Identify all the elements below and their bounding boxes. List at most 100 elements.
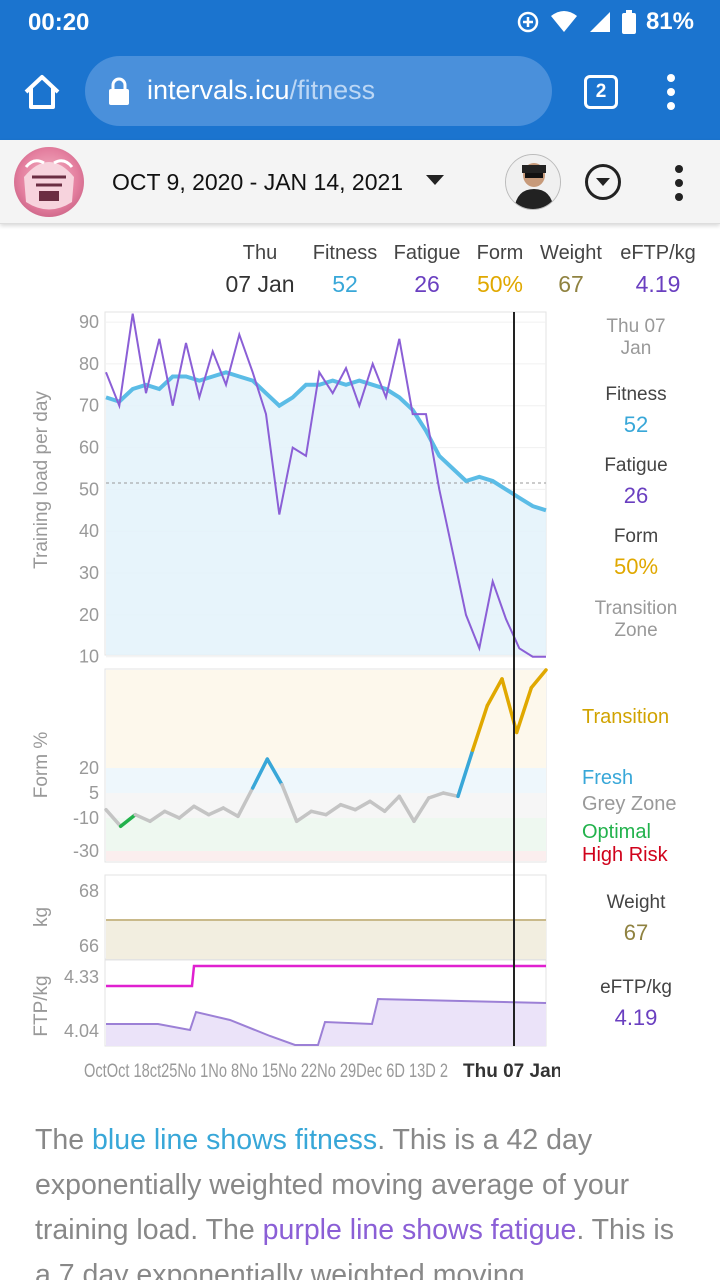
summary-fatigue-label: Fatigue bbox=[393, 242, 461, 264]
form-line-segment bbox=[412, 796, 431, 824]
form-line-segment bbox=[309, 809, 328, 817]
summary-fitness-value: 52 bbox=[332, 271, 358, 297]
form-line-segment bbox=[368, 799, 387, 814]
form-tick: 20 bbox=[79, 758, 99, 778]
form-tick: -30 bbox=[73, 841, 99, 861]
battery-percent: 81% bbox=[645, 8, 694, 35]
form-line-segment bbox=[397, 794, 416, 824]
summary-eftp-value: 4.19 bbox=[635, 271, 681, 297]
side-form-value: 50% bbox=[613, 554, 659, 579]
optimal-zone-band bbox=[106, 818, 546, 851]
summary-date-value: 07 Jan bbox=[225, 271, 295, 297]
signal-icon bbox=[589, 12, 610, 32]
zone-high-risk-label: High Risk bbox=[582, 844, 668, 866]
side-date-line2: Jan bbox=[620, 338, 652, 359]
x-axis: OctOct 18ct25No 1No 8No 15No 22No 29Dec … bbox=[84, 1061, 560, 1082]
fitness-description: The blue line shows fitness. This is a 4… bbox=[35, 1118, 685, 1280]
side-weight: Weight 67 bbox=[556, 892, 716, 946]
side-eftp-label: eFTP/kg bbox=[600, 977, 672, 998]
form-line-segment bbox=[118, 812, 138, 829]
zone-optimal-label: Optimal bbox=[582, 821, 651, 843]
form-y-ticks: 20 5 -10 -30 68 66 4.33 4.04 bbox=[64, 758, 99, 1041]
zone-transition-label: Transition bbox=[582, 706, 670, 728]
fitness-chart[interactable]: 90 80 70 60 50 40 30 20 10 20 5 -10 -30 68 66 4.… bbox=[0, 300, 560, 1090]
side-eftp: eFTP/kg 4.19 bbox=[556, 977, 716, 1031]
form-line-segment bbox=[353, 799, 372, 812]
side-fitness-label: Fitness bbox=[605, 384, 667, 405]
fitness-y-tick: 20 bbox=[79, 605, 99, 625]
side-form-label: Form bbox=[613, 526, 659, 547]
form-line-segment bbox=[192, 804, 211, 817]
side-fitness: Fitness 52 bbox=[556, 384, 716, 438]
summary-form: Form 50% bbox=[470, 242, 530, 298]
x-axis-ticks: OctOct 18ct25No 1No 8No 15No 22No 29Dec … bbox=[84, 1061, 448, 1082]
browser-menu-icon[interactable] bbox=[662, 72, 680, 112]
side-date-line1: Thu 07 bbox=[606, 316, 666, 337]
side-fitness-value: 52 bbox=[623, 412, 649, 437]
chevron-down-icon[interactable] bbox=[426, 175, 444, 185]
desc-text: . This is a 7 day exponentially weighted… bbox=[35, 1214, 674, 1280]
fitness-y-tick: 10 bbox=[79, 647, 99, 667]
wifi-icon bbox=[550, 11, 577, 32]
eftp-tick: 4.04 bbox=[64, 1021, 99, 1041]
form-line-segment bbox=[133, 812, 152, 824]
desc-fitness-highlight: blue line shows fitness bbox=[92, 1124, 378, 1156]
more-options-icon[interactable] bbox=[671, 164, 687, 202]
fresh-zone-band bbox=[106, 768, 546, 793]
user-profile-picture[interactable] bbox=[505, 154, 561, 210]
form-line-segment bbox=[485, 677, 504, 708]
form-line-segment bbox=[456, 748, 475, 799]
fitness-y-axis-title: Training load per day bbox=[31, 391, 52, 569]
side-fatigue-value: 26 bbox=[623, 483, 649, 508]
summary-form-value: 50% bbox=[476, 271, 524, 297]
date-range-selector[interactable]: OCT 9, 2020 - JAN 14, 2021 bbox=[112, 169, 404, 195]
fitness-area bbox=[106, 372, 546, 655]
battery-icon bbox=[621, 10, 636, 34]
side-fatigue-label: Fatigue bbox=[604, 455, 668, 476]
fitness-y-tick: 80 bbox=[79, 354, 99, 374]
app-header: OCT 9, 2020 - JAN 14, 2021 bbox=[0, 140, 720, 224]
options-dropdown-icon[interactable] bbox=[585, 164, 621, 200]
summary-header: Thu 07 Jan Fitness 52 Fatigue 26 Form 50… bbox=[0, 242, 720, 302]
eftp-tick: 4.33 bbox=[64, 967, 99, 987]
side-weight-value: 67 bbox=[623, 920, 649, 945]
ftp-line bbox=[106, 964, 546, 988]
weight-y-axis-title: kg bbox=[31, 907, 52, 927]
desc-text: . This is a 42 day exponentially weighte… bbox=[35, 1124, 630, 1246]
summary-form-label: Form bbox=[476, 242, 524, 264]
side-form: Form 50% bbox=[556, 526, 716, 580]
fitness-y-tick: 40 bbox=[79, 521, 99, 541]
form-line-segment bbox=[441, 791, 460, 799]
fitness-y-tick: 30 bbox=[79, 563, 99, 583]
form-line-segment bbox=[250, 757, 270, 790]
eftp-y-axis-title: FTP/kg bbox=[31, 975, 52, 1036]
home-icon[interactable] bbox=[22, 72, 62, 112]
form-line-segment bbox=[148, 809, 167, 824]
summary-fatigue: Fatigue 26 bbox=[390, 242, 464, 298]
fatigue-line bbox=[105, 313, 546, 658]
side-zone-line1: Transition bbox=[594, 598, 678, 619]
address-bar[interactable]: intervals.icu/fitness bbox=[85, 56, 552, 126]
summary-fatigue-value: 26 bbox=[414, 271, 440, 297]
form-line-segment bbox=[324, 802, 343, 817]
form-line-segment bbox=[514, 686, 534, 735]
side-date: Thu 07 Jan bbox=[556, 316, 716, 360]
fitness-y-tick: 60 bbox=[79, 438, 99, 458]
weight-tick: 66 bbox=[79, 936, 99, 956]
summary-fitness: Fitness 52 bbox=[306, 242, 384, 298]
athlete-avatar[interactable] bbox=[14, 147, 84, 217]
url-text: intervals.icu/fitness bbox=[147, 75, 376, 105]
zone-grey-label: Grey Zone bbox=[582, 793, 677, 815]
tab-switcher-button[interactable]: 2 bbox=[584, 75, 618, 109]
fitness-y-tick: 90 bbox=[79, 312, 99, 332]
form-line-segment bbox=[338, 802, 358, 812]
browser-toolbar: intervals.icu/fitness 2 bbox=[0, 44, 720, 140]
lock-icon bbox=[109, 77, 129, 105]
form-line-segment bbox=[104, 807, 123, 829]
fitness-y-tick: 70 bbox=[79, 396, 99, 416]
summary-fitness-label: Fitness bbox=[312, 242, 378, 264]
form-line-segment bbox=[265, 757, 284, 787]
form-line-segment bbox=[529, 668, 548, 690]
side-zone-line2: Zone bbox=[614, 620, 658, 641]
form-y-axis-title: Form % bbox=[31, 732, 52, 799]
